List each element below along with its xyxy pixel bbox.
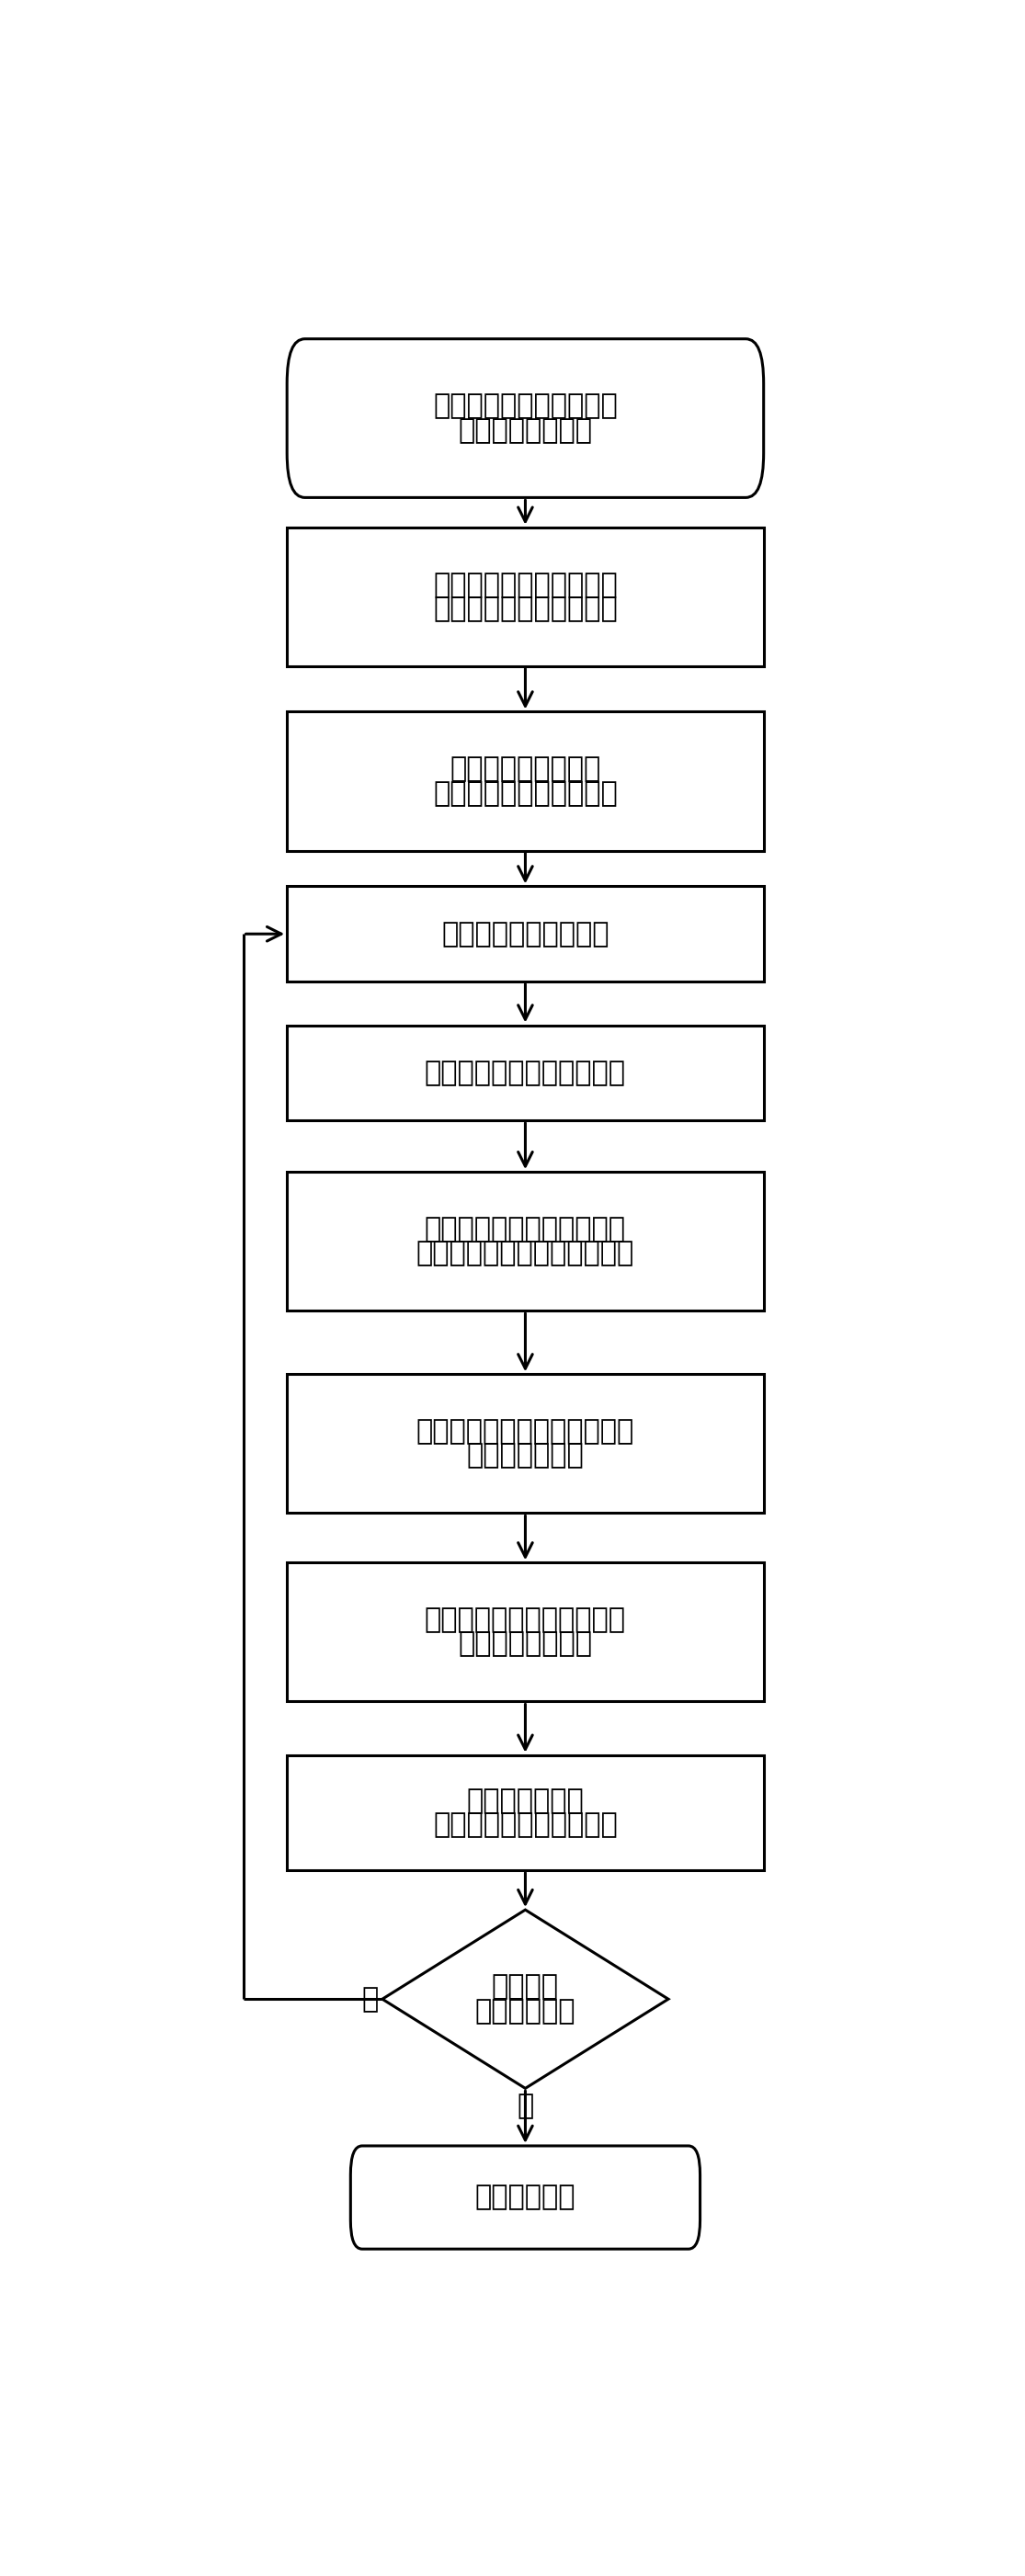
Text: 调整面板位置，: 调整面板位置， xyxy=(466,1788,584,1814)
Text: 计算天线结构自重变形: 计算天线结构自重变形 xyxy=(442,920,609,948)
Text: 更新天线结构有限元模型: 更新天线结构有限元模型 xyxy=(433,1811,618,1839)
Text: 确定抛物面变形误差上限: 确定抛物面变形误差上限 xyxy=(433,781,618,806)
Bar xyxy=(287,1373,764,1512)
Text: 建立天线结构有限元模型: 建立天线结构有限元模型 xyxy=(433,572,618,598)
Text: 物面的对应节点: 物面的对应节点 xyxy=(466,1443,584,1468)
Text: 促动器调整量: 促动器调整量 xyxy=(475,2184,576,2210)
Bar xyxy=(287,1564,764,1703)
Text: 变形误差: 变形误差 xyxy=(492,1973,559,2002)
Text: 根据天线增益要求，: 根据天线增益要求， xyxy=(450,755,601,783)
Text: 及促动器初始位置: 及促动器初始位置 xyxy=(458,417,592,443)
Text: 确定抛物面天线结构方案: 确定抛物面天线结构方案 xyxy=(433,392,618,420)
Bar xyxy=(287,1754,764,1870)
Text: 计算变形抛物面的均方根误差: 计算变形抛物面的均方根误差 xyxy=(416,1239,634,1267)
Bar xyxy=(287,886,764,981)
Bar xyxy=(287,711,764,850)
Polygon shape xyxy=(382,1909,668,2089)
Text: 确定促动器支撑面板节点: 确定促动器支撑面板节点 xyxy=(433,595,618,623)
Text: 确定变形抛物面与最佳吻合抛: 确定变形抛物面与最佳吻合抛 xyxy=(416,1419,634,1445)
Text: 确定天线最佳吻合抛物面，: 确定天线最佳吻合抛物面， xyxy=(424,1216,626,1242)
Bar xyxy=(287,1172,764,1311)
Text: 计算促动器调整量: 计算促动器调整量 xyxy=(458,1631,592,1656)
Text: 否: 否 xyxy=(362,1986,379,2012)
FancyBboxPatch shape xyxy=(287,340,764,497)
Text: 根据促动器支撑面板节点，: 根据促动器支撑面板节点， xyxy=(424,1607,626,1633)
FancyBboxPatch shape xyxy=(351,2146,700,2249)
Bar xyxy=(287,528,764,667)
Bar xyxy=(287,1025,764,1121)
Text: 是: 是 xyxy=(517,2092,534,2120)
Text: 允许范围内？: 允许范围内？ xyxy=(475,1999,576,2025)
Text: 提取变形抛物面的节点信息: 提取变形抛物面的节点信息 xyxy=(424,1059,626,1087)
